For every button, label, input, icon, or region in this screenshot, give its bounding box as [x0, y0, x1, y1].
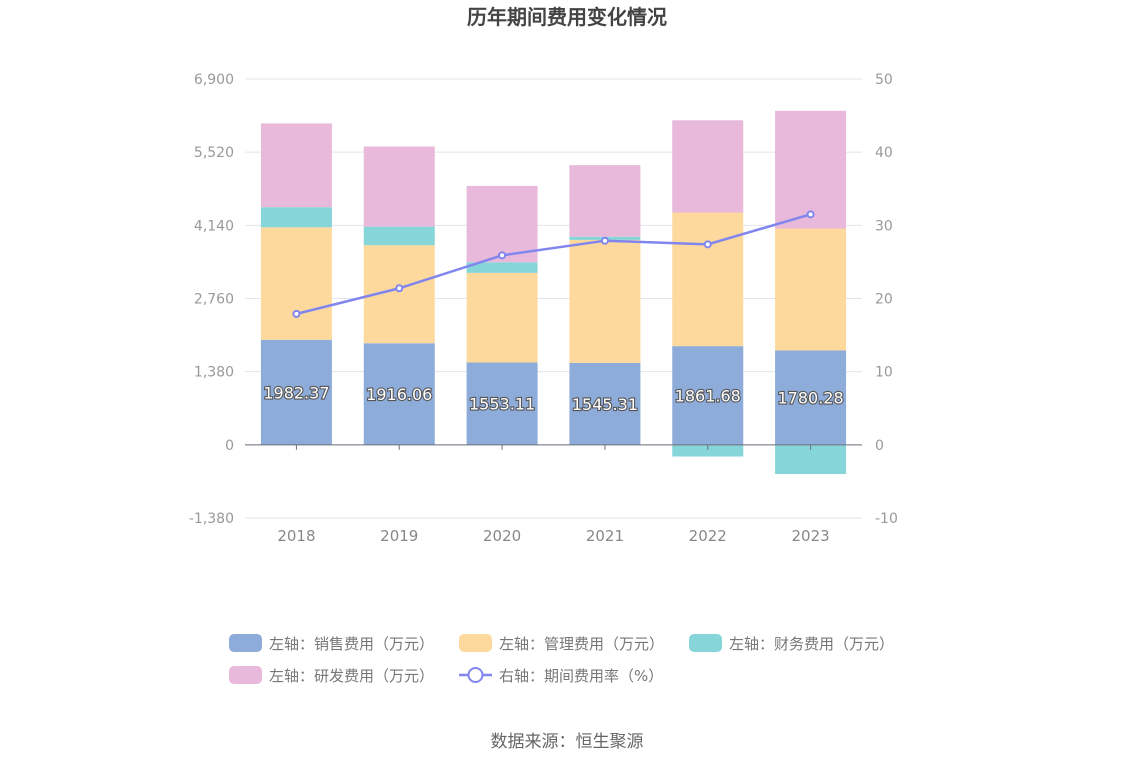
left-axis-tick: -1,380	[189, 511, 234, 527]
bar-segment	[260, 123, 332, 208]
legend-label: 左轴：销售费用（万元）	[269, 635, 434, 653]
right-axis: 50 40 30 20 10 0 -10	[875, 72, 898, 527]
bar-segment	[363, 146, 435, 227]
legend-swatch	[229, 666, 262, 684]
bar-segment	[466, 362, 538, 445]
legend-item: 左轴：研发费用（万元）	[229, 666, 434, 685]
data-source: 数据来源：恒生聚源	[491, 732, 644, 752]
legend-label: 左轴：研发费用（万元）	[269, 667, 434, 685]
rate-point	[292, 309, 301, 318]
bar-segment	[260, 207, 332, 228]
legend-swatch	[689, 634, 722, 652]
bar-segment	[260, 227, 332, 340]
bar-value-label: 1553.11	[469, 395, 535, 414]
rate-point	[806, 210, 815, 219]
bar-value-label: 1916.06	[366, 385, 432, 404]
bar-segment	[672, 346, 744, 445]
legend-marker	[467, 667, 484, 683]
legend: 左轴：销售费用（万元） 左轴：管理费用（万元） 左轴：财务费用（万元） 左轴：研发费用…	[229, 634, 894, 685]
bar-segment	[672, 212, 744, 347]
right-axis-tick: 40	[875, 145, 893, 161]
chart-title: 历年期间费用变化情况	[467, 5, 667, 29]
right-axis-tick: 50	[875, 72, 893, 88]
right-axis-tick: 30	[875, 218, 893, 234]
rate-line-series	[292, 210, 815, 318]
legend-swatch	[229, 634, 262, 652]
bar-series	[260, 110, 847, 474]
bar-segment	[466, 272, 538, 363]
x-axis: 2018 2019 2020 2021 2022 2023	[277, 444, 830, 545]
bar-segment	[363, 343, 435, 445]
rate-point	[395, 284, 404, 293]
x-axis-tick: 2023	[791, 527, 829, 545]
x-axis-tick: 2020	[483, 527, 521, 545]
bar-segment	[775, 228, 847, 351]
right-axis-tick: 10	[875, 365, 893, 381]
rate-point	[703, 240, 712, 249]
bar-segment	[672, 444, 744, 457]
right-axis-tick: 0	[875, 438, 884, 454]
bar-segment	[569, 362, 641, 445]
legend-item: 左轴：销售费用（万元）	[229, 634, 434, 653]
legend-label: 左轴：财务费用（万元）	[729, 635, 894, 653]
bar-segment	[569, 239, 641, 363]
bar-segment	[466, 262, 538, 273]
left-axis-tick: 4,140	[194, 218, 234, 234]
left-axis-tick: 5,520	[194, 145, 234, 161]
bar-segment	[569, 165, 641, 237]
bar-segment	[672, 120, 744, 213]
left-axis-tick: 6,900	[194, 72, 234, 88]
bar-segment	[775, 350, 847, 445]
left-axis-tick: 1,380	[194, 365, 234, 381]
x-axis-tick: 2019	[380, 527, 418, 545]
rate-point	[498, 251, 507, 260]
bar-value-label: 1780.28	[777, 389, 843, 408]
legend-label: 右轴：期间费用率（%）	[499, 667, 663, 685]
bar-value-label: 1982.37	[263, 383, 329, 402]
x-axis-tick: 2022	[689, 527, 727, 545]
bar-value-label: 1545.31	[572, 395, 638, 414]
legend-item: 右轴：期间费用率（%）	[459, 667, 663, 685]
bar-value-label: 1861.68	[675, 386, 741, 405]
bar-segment	[260, 339, 332, 445]
rate-line	[296, 213, 811, 316]
left-axis: 6,900 5,520 4,140 2,760 1,380 0 -1,380	[189, 72, 234, 527]
legend-item: 左轴：管理费用（万元）	[459, 634, 664, 653]
bar-labels: 1982.37 1916.06 1553.11 1545.31 1861.68 1780.…	[262, 382, 845, 415]
right-axis-tick: -10	[875, 511, 898, 527]
legend-swatch	[459, 634, 492, 652]
left-axis-tick: 0	[225, 438, 234, 454]
right-axis-tick: 20	[875, 292, 893, 308]
grid-lines	[245, 78, 862, 519]
x-axis-tick: 2021	[586, 527, 624, 545]
bar-segment	[363, 226, 435, 246]
x-axis-tick: 2018	[277, 527, 315, 545]
rate-point	[600, 236, 609, 245]
bar-segment	[775, 110, 847, 229]
legend-label: 左轴：管理费用（万元）	[499, 635, 664, 653]
left-axis-tick: 2,760	[194, 292, 234, 308]
legend-item: 左轴：财务费用（万元）	[689, 634, 894, 653]
bar-segment	[466, 185, 538, 263]
